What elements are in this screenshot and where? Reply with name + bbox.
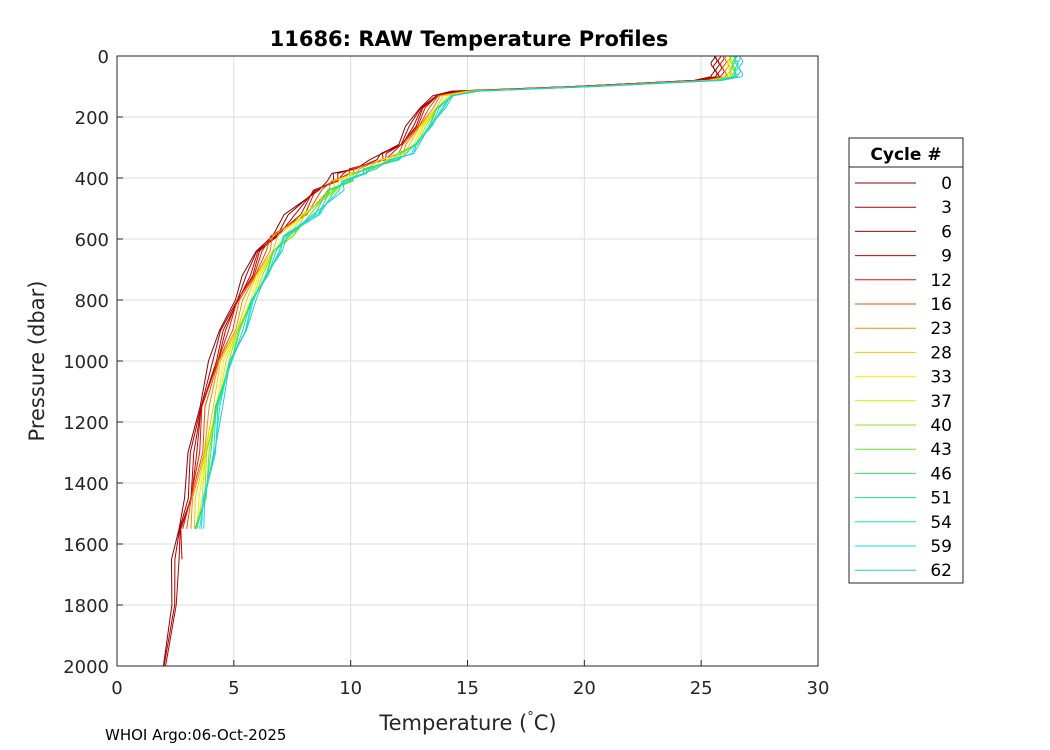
- legend-label: 40: [930, 416, 952, 436]
- legend-label: 33: [930, 368, 952, 388]
- legend-label: 3: [941, 198, 952, 218]
- legend-label: 23: [930, 319, 952, 339]
- y-axis-label: Pressure (dbar): [25, 281, 49, 442]
- y-tick-label: 400: [75, 169, 109, 190]
- y-axis-ticks: 0 200 400 600 800 1000 1200 1400 1600 1800 2000: [63, 47, 123, 678]
- y-tick-label: 1600: [63, 535, 109, 556]
- series-line-cycle-33: [196, 56, 732, 529]
- x-tick-label: 30: [807, 678, 830, 699]
- x-tick-label: 10: [339, 678, 362, 699]
- series-line-cycle-12: [182, 56, 725, 529]
- legend-entries: 0 3 6 9 12 16 23 28 33 37 40 43 46 51 54 59 62: [855, 174, 952, 581]
- series-lines: [162, 56, 744, 667]
- legend-label: 62: [930, 561, 952, 581]
- grid: [117, 56, 818, 666]
- legend-label: 28: [930, 343, 952, 363]
- x-axis-label: Temperature (°C): [378, 710, 556, 735]
- legend-label: 12: [930, 271, 952, 291]
- legend-label: 59: [930, 537, 952, 557]
- legend-label: 43: [930, 440, 952, 460]
- y-tick-label: 800: [75, 291, 109, 312]
- series-line-cycle-16: [186, 56, 727, 529]
- series-line-cycle-59: [201, 56, 741, 529]
- y-tick-label: 1000: [63, 352, 109, 373]
- legend-label: 54: [930, 513, 952, 533]
- series-line-cycle-3: [163, 56, 718, 667]
- x-axis-degree: °: [527, 710, 534, 725]
- footer-credit: WHOI Argo:06-Oct-2025: [105, 726, 286, 744]
- series-line-cycle-62: [203, 56, 744, 529]
- legend-label: 51: [930, 489, 952, 509]
- x-tick-label: 25: [690, 678, 713, 699]
- y-tick-label: 600: [75, 230, 109, 251]
- x-axis-ticks: 0 5 10 15 20 25 30: [111, 660, 829, 699]
- y-tick-label: 1800: [63, 596, 109, 617]
- x-tick-label: 0: [111, 678, 122, 699]
- y-tick-label: 200: [75, 108, 109, 129]
- legend: Cycle # 0 3 6 9 12 16 23 28 33 37 40 43 46 51 54 59 62: [848, 137, 964, 584]
- legend-label: 6: [941, 222, 952, 242]
- x-tick-label: 5: [228, 678, 239, 699]
- legend-label: 9: [941, 247, 952, 267]
- legend-label: 37: [930, 392, 952, 412]
- y-tick-label: 1400: [63, 474, 109, 495]
- legend-title: Cycle #: [870, 145, 941, 165]
- legend-label: 16: [930, 295, 952, 315]
- x-tick-label: 15: [456, 678, 479, 699]
- chart-title: 11686: RAW Temperature Profiles: [270, 27, 669, 51]
- x-axis-unit: C): [534, 711, 557, 735]
- x-tick-label: 20: [573, 678, 596, 699]
- legend-box: [848, 137, 964, 584]
- y-tick-label: 0: [98, 47, 109, 68]
- y-tick-label: 1200: [63, 413, 109, 434]
- y-tick-label: 2000: [63, 657, 109, 678]
- legend-label: 0: [941, 174, 952, 194]
- legend-label: 46: [930, 464, 952, 484]
